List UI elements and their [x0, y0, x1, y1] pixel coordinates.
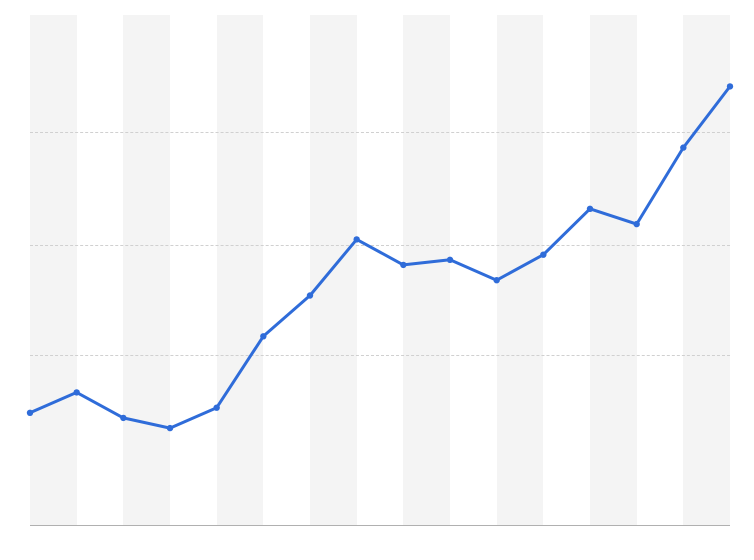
line-series [30, 15, 730, 525]
chart-area [30, 15, 730, 525]
data-point [120, 415, 126, 421]
x-axis-baseline [30, 525, 730, 526]
data-point [213, 405, 219, 411]
data-point [307, 292, 313, 298]
data-point [633, 221, 639, 227]
data-point [727, 83, 733, 89]
data-point [587, 206, 593, 212]
line-path [30, 86, 730, 428]
data-point [167, 425, 173, 431]
data-point [27, 410, 33, 416]
data-point [73, 389, 79, 395]
data-point [680, 144, 686, 150]
data-point [353, 236, 359, 242]
data-point [493, 277, 499, 283]
data-point [400, 262, 406, 268]
plot-region [30, 15, 730, 525]
data-point [447, 257, 453, 263]
data-point [540, 252, 546, 258]
data-point [260, 333, 266, 339]
